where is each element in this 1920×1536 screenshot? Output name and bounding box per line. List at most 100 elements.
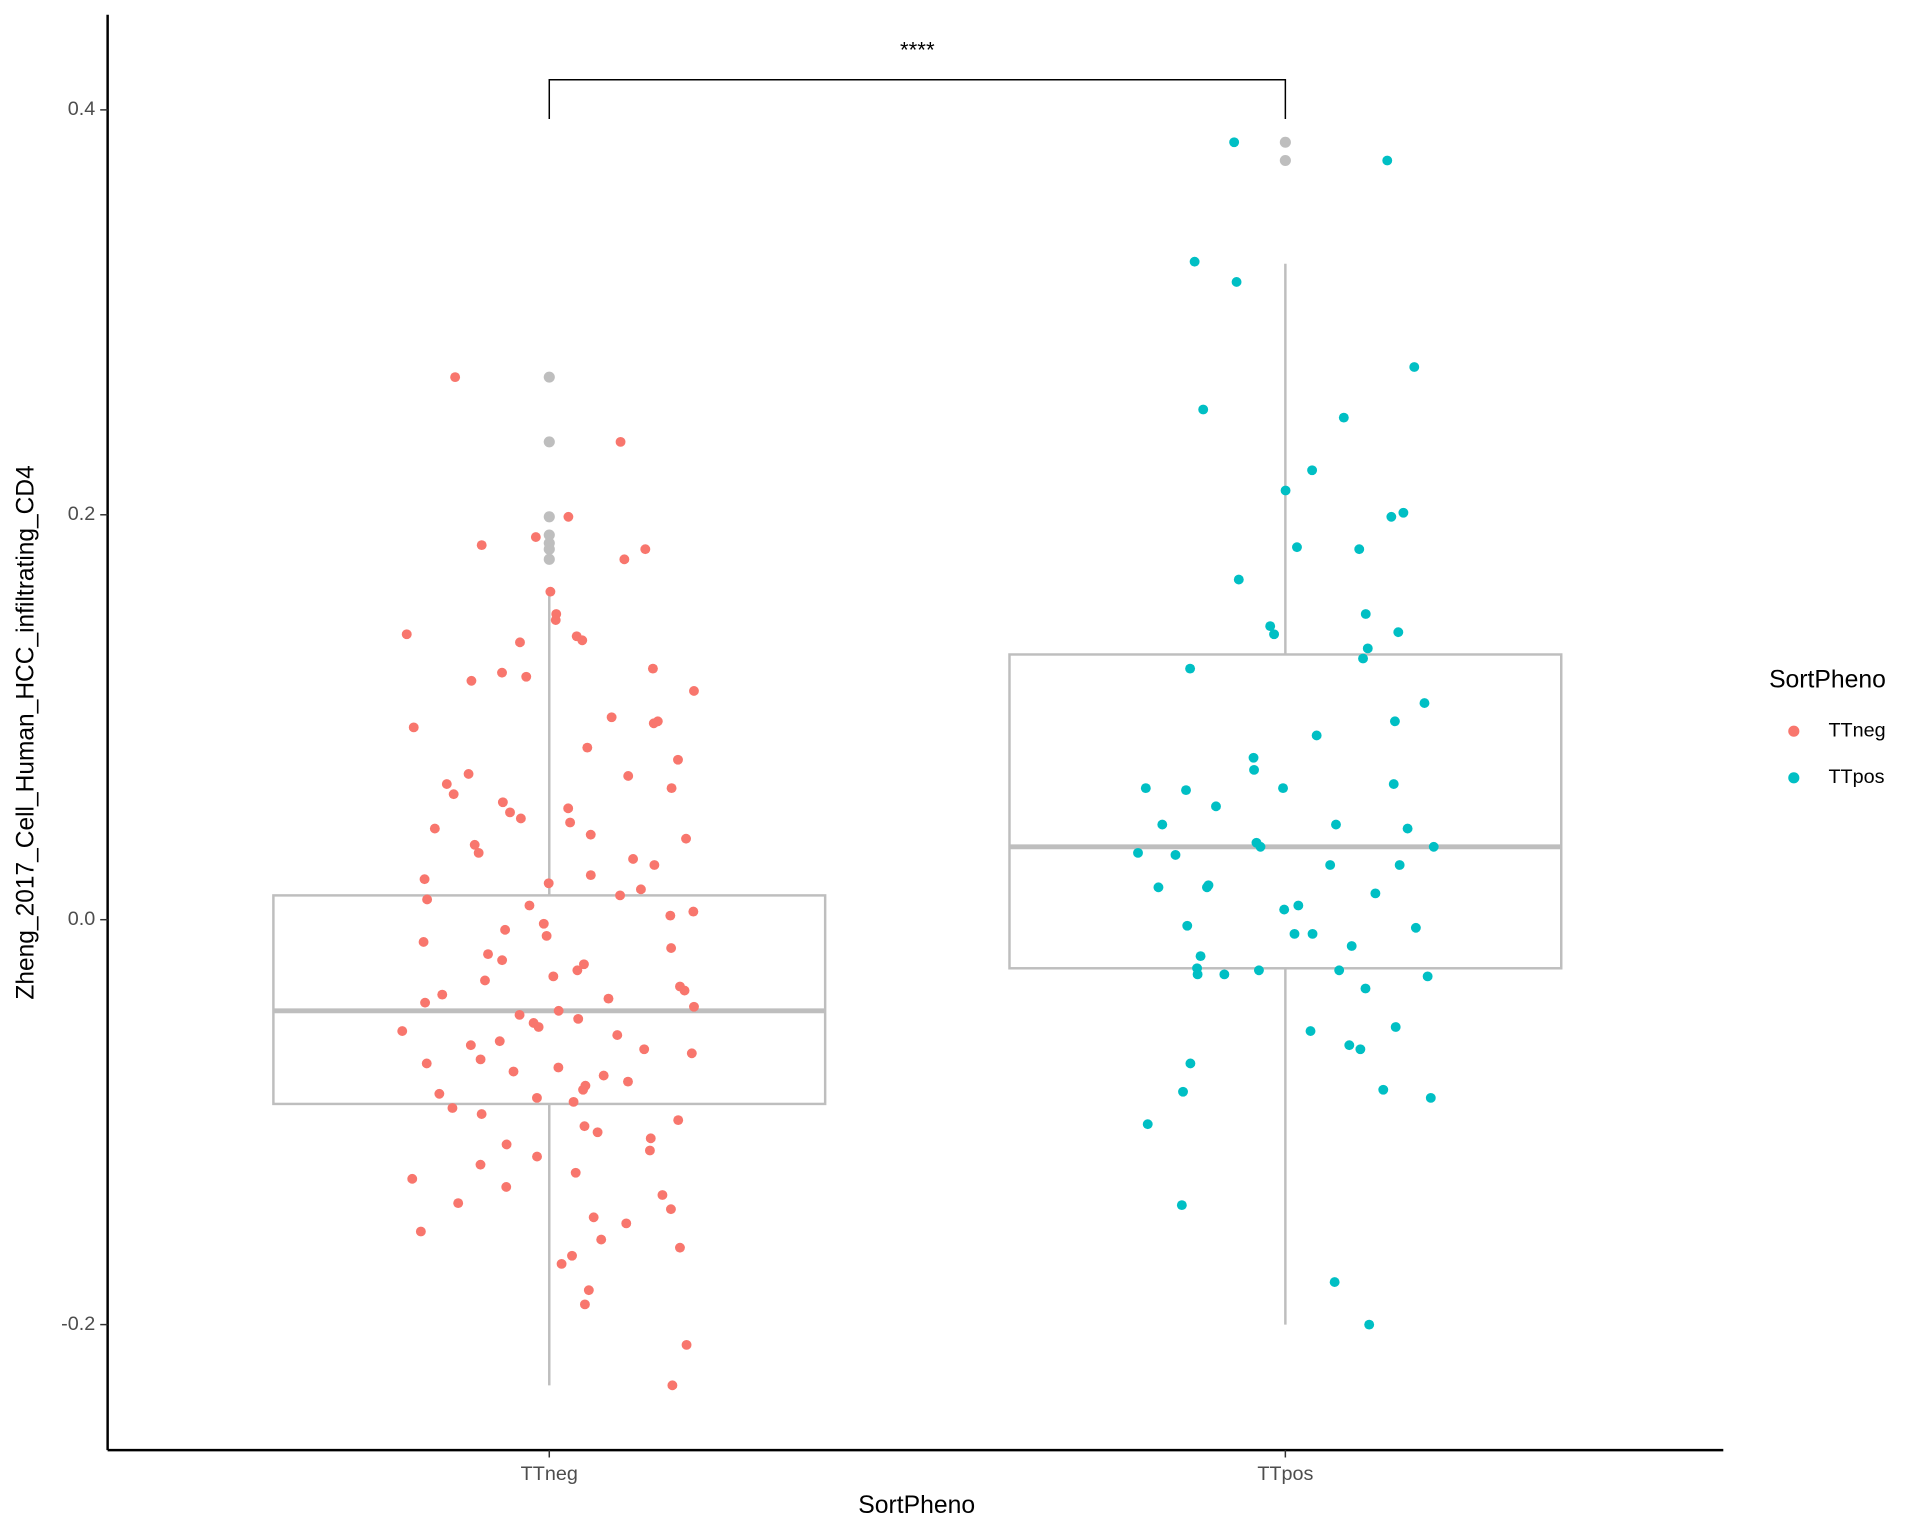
point — [543, 878, 554, 889]
outlier — [543, 543, 555, 555]
point — [500, 924, 511, 935]
point — [515, 813, 526, 824]
point — [1382, 155, 1393, 166]
significance-label: **** — [900, 37, 935, 62]
point — [673, 1115, 684, 1126]
point — [434, 1088, 445, 1099]
point — [1279, 904, 1290, 915]
point — [497, 955, 508, 966]
y-tick-label: 0.2 — [68, 503, 96, 525]
point — [475, 1159, 486, 1170]
point — [689, 1001, 699, 1012]
point — [541, 930, 552, 941]
point — [550, 615, 561, 625]
point — [494, 1036, 505, 1047]
point — [657, 1190, 668, 1200]
point — [665, 1204, 676, 1215]
point — [568, 1096, 579, 1107]
point — [1344, 1040, 1355, 1051]
point — [570, 1167, 581, 1178]
point — [397, 1026, 408, 1036]
point — [648, 718, 659, 729]
point — [1202, 882, 1212, 893]
point — [1192, 969, 1203, 980]
point — [1346, 941, 1357, 951]
point — [508, 1066, 519, 1077]
point — [1370, 888, 1381, 899]
point — [1389, 716, 1400, 727]
point — [1338, 412, 1349, 423]
point — [533, 1022, 544, 1032]
point — [1153, 882, 1164, 893]
point — [1425, 1092, 1436, 1103]
point — [598, 1070, 609, 1081]
point — [1185, 1058, 1196, 1069]
outlier — [543, 371, 555, 383]
point — [1307, 928, 1318, 939]
point — [628, 854, 639, 864]
point — [623, 771, 634, 781]
point — [501, 1139, 512, 1150]
point — [675, 1242, 685, 1253]
outlier — [543, 511, 555, 523]
point — [476, 1109, 487, 1119]
point — [615, 890, 626, 901]
outlier — [1279, 154, 1291, 167]
point — [1362, 643, 1373, 654]
point — [1185, 663, 1196, 674]
point — [1189, 256, 1200, 267]
point — [1334, 965, 1345, 976]
point — [565, 817, 576, 828]
point — [453, 1198, 464, 1209]
point — [421, 1058, 432, 1069]
point — [1278, 783, 1288, 794]
point — [686, 1048, 697, 1059]
point — [1390, 1022, 1401, 1032]
point — [1402, 823, 1413, 834]
point — [419, 874, 430, 885]
legend-title: SortPheno — [1769, 666, 1886, 693]
point — [679, 985, 690, 996]
significance-bracket — [548, 79, 1287, 120]
point — [612, 1030, 623, 1040]
point — [463, 769, 474, 779]
point — [1140, 783, 1151, 794]
point — [666, 943, 677, 953]
point — [553, 1062, 564, 1073]
point — [1176, 1200, 1187, 1211]
point — [596, 1234, 607, 1245]
point — [588, 1212, 599, 1223]
point — [579, 1299, 590, 1310]
point — [603, 993, 614, 1004]
y-tick-label: 0.0 — [68, 908, 96, 930]
point — [531, 1092, 542, 1103]
point — [623, 1076, 633, 1087]
point — [1419, 698, 1430, 708]
point — [1364, 1319, 1375, 1330]
point — [545, 586, 556, 597]
outlier — [543, 436, 555, 448]
point — [473, 847, 484, 858]
point — [1195, 951, 1206, 962]
point — [1219, 969, 1230, 980]
point — [1182, 920, 1193, 931]
point — [1249, 764, 1260, 775]
point — [666, 783, 677, 794]
point — [640, 544, 651, 555]
point — [532, 1151, 542, 1162]
point — [1394, 860, 1405, 870]
point — [1325, 860, 1336, 870]
point — [450, 372, 461, 383]
point — [1354, 544, 1365, 555]
point — [645, 1133, 656, 1144]
point — [1255, 841, 1266, 852]
point — [1142, 1119, 1153, 1130]
point — [447, 1103, 458, 1113]
point — [585, 829, 596, 840]
point — [538, 918, 549, 929]
point — [1229, 137, 1240, 148]
point — [469, 839, 480, 850]
point — [635, 884, 646, 895]
point — [1428, 841, 1439, 852]
